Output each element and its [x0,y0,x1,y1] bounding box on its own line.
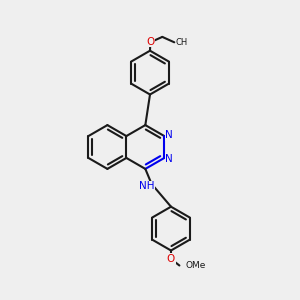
Text: O: O [146,37,154,47]
Text: N: N [165,130,173,140]
Text: CH: CH [176,38,188,47]
Text: O: O [167,254,175,264]
Text: N: N [165,154,173,164]
Text: OMe: OMe [186,261,206,270]
Text: NH: NH [139,181,154,191]
